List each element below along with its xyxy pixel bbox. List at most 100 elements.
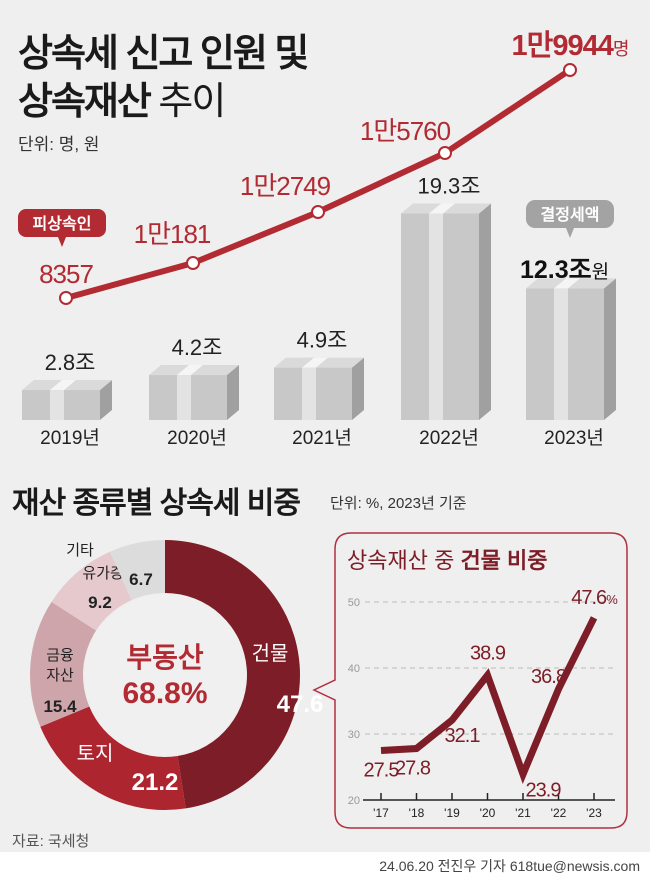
bar-top-ribbon [429,203,455,214]
chart-box [312,532,628,829]
bar-top-ribbon [554,278,580,289]
callout-bubble [526,200,614,228]
pie-slice-value: 6.7 [129,570,153,589]
line-value-label: 47.6% [571,587,618,609]
pie-slice-value: 47.6 [277,691,324,718]
pie-slice-value: 21.2 [132,769,179,796]
title-line1: 상속세 신고 인원 및 [18,33,309,75]
line-value-label: 1만181 [134,219,211,249]
callout-pointer [566,228,574,238]
bar-side [479,203,491,420]
unit: 원 [592,261,609,283]
center-value: 68.8% [122,677,207,710]
bar-side [604,278,616,420]
line-value-label: 1만9944명 [512,29,629,62]
y-tick-label: 30 [348,729,360,741]
name-tag-pointer [58,237,66,247]
bar-top-ribbon [177,365,203,376]
bar-2023년 [526,278,616,420]
x-tick-label: '17 [373,806,389,820]
source: 자료: 국세청 [12,833,90,850]
pie-slice-1 [40,706,186,810]
y-tick-label: 50 [348,597,360,609]
bar-value-label: 4.9조 [297,328,348,353]
chart-title: 상속재산 중 건물 비중 [347,548,548,573]
bar-2022년 [401,203,491,420]
line-point [311,205,325,219]
title-rest: 추이 [158,81,226,123]
unit: % [606,592,618,607]
credit: 24.06.20 전진우 기자 618tue@newsis.com [379,858,640,873]
x-tick-label: '20 [480,806,496,820]
y-tick-label: 20 [348,795,360,807]
pie-slice-name-2: 자산 [46,667,74,684]
center-label: 부동산 [126,642,204,673]
bar-side [100,380,112,420]
line-point [563,63,577,77]
bar-side [352,357,364,420]
title-bold: 상속재산 [18,81,152,123]
line-value-label: 32.1 [445,725,481,747]
year-label: 2023년 [544,427,604,449]
bar-top-ribbon [302,357,328,368]
x-tick-label: '21 [515,806,531,820]
pie-slice-name: 금융 [46,647,74,664]
bar-2020년 [149,365,239,420]
pie-slice-4 [109,540,165,601]
x-tick-label: '18 [409,806,425,820]
year-label: 2021년 [292,427,352,449]
pie-slice-name: 토지 [77,742,114,765]
bar-side [227,365,239,420]
line-value-label: 23.9 [526,779,562,801]
line-value-label: 1만5760 [360,116,451,146]
line-value-label: 38.9 [470,642,506,664]
pie-slice-0 [165,540,300,809]
year-label: 2022년 [419,427,479,449]
pie-slice-value: 15.4 [43,697,77,716]
line-value-label: 1만2749 [240,171,331,201]
x-tick-label: '19 [444,806,460,820]
bar-ribbon [50,390,64,420]
year-label: 2019년 [40,427,100,449]
bar-2019년 [22,380,112,420]
bar-value-label: 12.3조원 [520,256,609,284]
pie-slice-3 [51,551,132,631]
bar-value-label: 19.3조 [417,173,480,198]
bar-ribbon [177,375,191,420]
bar-ribbon [554,288,568,420]
line-value-label: 8357 [39,259,93,289]
chart-title-bold: 건물 비중 [460,548,547,573]
line-value-label: 27.8 [395,758,431,780]
section2-unit: 단위: %, 2023년 기준 [330,495,467,512]
name-tag [18,209,106,237]
x-tick-label: '22 [551,806,567,820]
x-tick-label: '23 [586,806,602,820]
bar-value-label: 2.8조 [45,350,96,375]
bar-ribbon [429,213,443,420]
name-tag-label: 피상속인 [33,215,92,233]
title-line2: 상속재산 추이 [18,70,226,125]
line-point [59,291,73,305]
line-value-label: 36.8 [531,666,567,688]
pie-slice-2 [30,601,97,727]
pie-slice-name: 건물 [252,642,289,665]
pie-slice-name: 기타 [66,542,94,559]
bar-ribbon [302,367,316,420]
bar-top-ribbon [50,380,76,391]
section2-title: 재산 종류별 상속세 비중 [12,487,301,520]
footer-strip [0,852,650,873]
y-tick-label: 40 [348,663,360,675]
pie-slice-value: 9.2 [88,593,112,612]
bar-value-label: 4.2조 [172,335,223,360]
unit: 명 [613,39,629,59]
line-point [186,256,200,270]
line-point [438,146,452,160]
line-value-label: 27.5 [364,760,400,782]
bar-2021년 [274,357,364,420]
callout-label: 결정세액 [541,205,600,224]
unit-label: 단위: 명, 원 [18,135,100,154]
line-series [380,616,598,784]
year-label: 2020년 [167,427,227,449]
